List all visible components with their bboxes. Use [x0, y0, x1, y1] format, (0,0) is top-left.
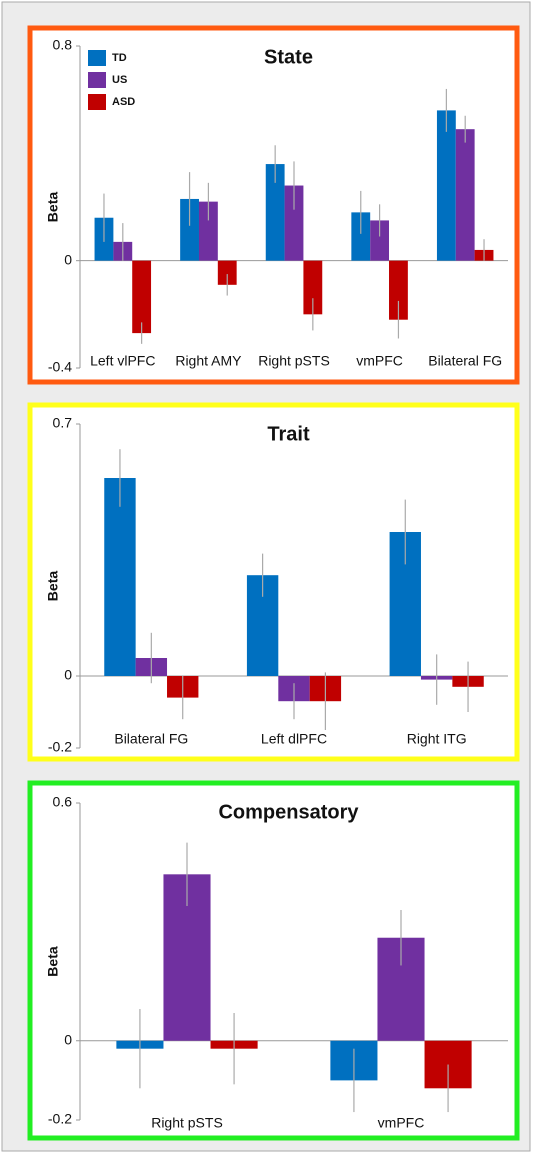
legend-label: TD	[112, 52, 127, 64]
bar	[370, 220, 390, 261]
x-tick-label: vmPFC	[378, 1115, 425, 1131]
y-tick-label: 0	[64, 667, 72, 683]
legend-label: ASD	[112, 96, 135, 108]
y-axis-label: Beta	[45, 571, 61, 602]
x-tick-label: Right pSTS	[151, 1115, 223, 1131]
bar	[351, 212, 371, 261]
y-axis-label: Beta	[45, 192, 61, 223]
x-tick-label: vmPFC	[356, 353, 403, 369]
legend-swatch	[88, 94, 106, 110]
bar	[303, 260, 323, 315]
bar	[455, 129, 475, 261]
y-tick-label: 0.7	[53, 415, 73, 431]
x-tick-label: Bilateral FG	[114, 731, 188, 747]
bar	[265, 164, 285, 261]
bar	[217, 260, 237, 285]
bar	[132, 260, 152, 334]
x-tick-label: Right pSTS	[258, 353, 330, 369]
x-tick-label: Right AMY	[175, 353, 242, 369]
bar	[104, 478, 136, 676]
y-tick-label: 0	[64, 251, 72, 267]
y-tick-label: 0.6	[53, 794, 73, 810]
bar	[180, 198, 199, 261]
y-axis-label: Beta	[45, 946, 61, 977]
x-tick-label: Right ITG	[407, 731, 467, 747]
x-tick-label: Left vlPFC	[90, 353, 155, 369]
bar	[436, 110, 456, 261]
bar	[284, 185, 304, 261]
x-tick-label: Left dlPFC	[261, 731, 327, 747]
legend-swatch	[88, 50, 106, 66]
y-tick-label: -0.2	[48, 1111, 72, 1127]
bar	[198, 201, 218, 261]
y-tick-label: -0.2	[48, 739, 72, 755]
y-tick-label: 0	[64, 1031, 72, 1047]
chart-title: Compensatory	[218, 801, 359, 823]
chart-title: Trait	[267, 423, 310, 445]
x-tick-label: Bilateral FG	[428, 353, 502, 369]
legend-label: US	[112, 74, 127, 86]
bar	[389, 260, 408, 320]
chart-title: State	[264, 46, 313, 68]
legend-swatch	[88, 72, 106, 88]
y-tick-label: -0.4	[48, 359, 72, 375]
y-tick-label: 0.8	[53, 37, 73, 53]
